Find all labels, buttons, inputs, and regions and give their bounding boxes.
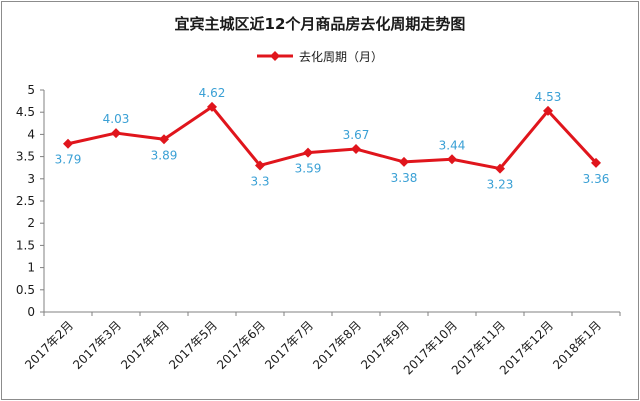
y-tick-label: 1.5 [16, 238, 35, 252]
data-point-marker [255, 160, 265, 171]
data-label: 3.67 [343, 128, 370, 142]
data-point-marker [447, 154, 457, 165]
x-tick-label: 2017年5月 [166, 318, 220, 372]
y-tick-label: 3 [27, 172, 35, 186]
x-tick-label: 2017年8月 [310, 318, 364, 372]
x-tick-label: 2017年6月 [214, 318, 268, 372]
x-tick-label: 2018年1月 [550, 318, 604, 372]
data-point-marker [543, 105, 553, 116]
y-tick-label: 4.5 [16, 105, 35, 119]
data-label: 3.79 [55, 153, 82, 167]
data-label: 4.03 [103, 112, 130, 126]
y-tick-label: 0.5 [16, 283, 35, 297]
x-tick-label: 2017年3月 [70, 318, 124, 372]
y-tick-label: 4 [27, 127, 35, 141]
data-point-marker [207, 101, 217, 112]
legend: 去化周期（月） [255, 46, 383, 66]
data-point-marker [495, 163, 505, 174]
series-line [67, 105, 598, 171]
data-point-marker [591, 157, 601, 168]
data-label: 3.23 [487, 178, 514, 192]
data-label: 3.38 [391, 171, 418, 185]
x-tick-label: 2017年4月 [118, 318, 172, 372]
y-tick-label: 1 [27, 261, 35, 275]
data-point-marker [351, 144, 361, 155]
data-point-marker [303, 147, 313, 158]
data-point-marker [111, 128, 121, 139]
y-tick-label: 3.5 [16, 150, 35, 164]
data-point-marker [159, 134, 169, 145]
data-label: 3.3 [250, 174, 269, 188]
chart-title: 宜宾主城区近12个月商品房去化周期走势图 [174, 15, 466, 33]
data-label: 3.36 [583, 172, 610, 186]
y-tick-label: 5 [27, 83, 35, 97]
legend-line-marker-icon [257, 51, 293, 61]
data-label: 4.62 [199, 86, 226, 100]
legend-label: 去化周期（月） [299, 49, 384, 64]
y-tick-label: 0 [27, 305, 35, 319]
data-label: 3.44 [439, 138, 466, 152]
data-point-marker [399, 156, 409, 167]
data-label: 3.89 [151, 148, 178, 162]
y-tick-label: 2.5 [16, 194, 35, 208]
y-tick-label: 2 [27, 216, 35, 230]
data-label: 4.53 [535, 90, 562, 104]
data-label: 3.59 [295, 162, 322, 176]
x-tick-label: 2017年2月 [22, 318, 76, 372]
data-point-marker [63, 138, 73, 149]
x-tick-label: 2017年7月 [262, 318, 316, 372]
